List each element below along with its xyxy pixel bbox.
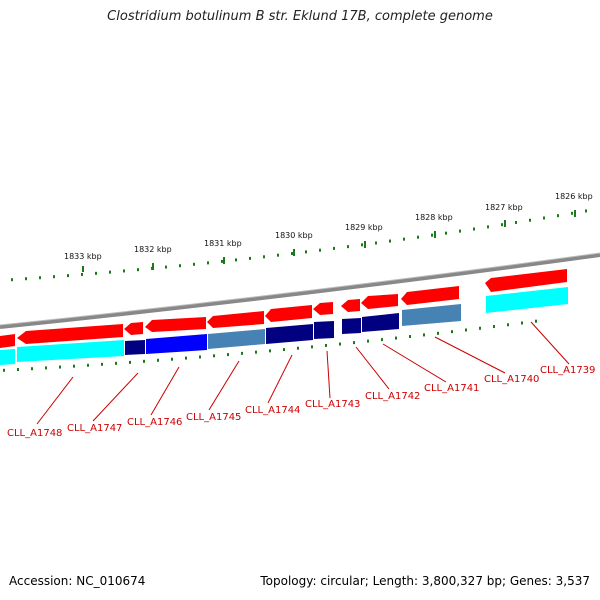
minor-ticks-inner bbox=[3, 319, 537, 372]
gene-cll-a1743[interactable] bbox=[265, 305, 312, 322]
gene-label[interactable]: CLL_A1745 bbox=[186, 412, 241, 423]
accession-text: Accession: NC_010674 bbox=[9, 574, 146, 588]
gene-cll-a1739[interactable] bbox=[485, 269, 567, 292]
scale-tick-1832: 1832 kbp bbox=[134, 245, 172, 270]
scale-tick-1830: 1830 kbp bbox=[275, 231, 313, 256]
gene-label[interactable]: CLL_A1748 bbox=[7, 428, 62, 439]
cds-band bbox=[0, 287, 568, 365]
forward-genes bbox=[0, 269, 567, 348]
topology-summary: Topology: circular; Length: 3,800,327 bp… bbox=[260, 574, 590, 588]
genome-backbone bbox=[0, 253, 600, 329]
minor-ticks-outer bbox=[11, 209, 587, 282]
gene-cll-a1740[interactable] bbox=[361, 294, 398, 309]
label-leaders bbox=[36, 321, 570, 425]
gene-label[interactable]: CLL_A1740 bbox=[484, 374, 539, 385]
gene-label[interactable]: CLL_A1742 bbox=[365, 391, 420, 402]
gene-cll-a1748[interactable] bbox=[0, 334, 15, 348]
scale-tick-1826: 1826 kbp bbox=[555, 192, 593, 217]
map-title: Clostridium botulinum B str. Eklund 17B,… bbox=[107, 9, 493, 24]
scale-tick-1829: 1829 kbp bbox=[345, 223, 383, 248]
gene-label[interactable]: CLL_A1746 bbox=[127, 417, 182, 428]
gene-cll-a1741[interactable] bbox=[341, 299, 360, 312]
gene-label[interactable]: CLL_A1739 bbox=[540, 365, 595, 376]
scale-tick-label: 1832 kbp bbox=[134, 245, 172, 254]
scale-tick-label: 1829 kbp bbox=[345, 223, 383, 232]
scale-tick-1827: 1827 kbp bbox=[485, 203, 523, 227]
gene-cll-a1742[interactable] bbox=[313, 302, 333, 315]
gene-cll-a1746[interactable] bbox=[124, 322, 143, 335]
scale-tick-1828: 1828 kbp bbox=[415, 213, 453, 238]
scale-tick-1831: 1831 kbp bbox=[204, 239, 242, 264]
gene-labels: CLL_A1748 CLL_A1747 CLL_A1746 CLL_A1745 … bbox=[7, 365, 595, 439]
scale-tick-label: 1828 kbp bbox=[415, 213, 453, 222]
scale-tick-label: 1831 kbp bbox=[204, 239, 242, 248]
scale-tick-label: 1827 kbp bbox=[485, 203, 523, 212]
scale-tick-1833: 1833 kbp bbox=[64, 252, 102, 272]
gene-label[interactable]: CLL_A1747 bbox=[67, 423, 122, 434]
scale-tick-label: 1826 kbp bbox=[555, 192, 593, 201]
scale-tick-label: 1830 kbp bbox=[275, 231, 313, 240]
gene-cll-a1747[interactable] bbox=[17, 324, 123, 344]
gene-label[interactable]: CLL_A1741 bbox=[424, 383, 479, 394]
gene-label[interactable]: CLL_A1744 bbox=[245, 405, 300, 416]
scale-tick-label: 1833 kbp bbox=[64, 252, 102, 261]
gene-cll-a1745[interactable] bbox=[145, 317, 206, 332]
gene-label[interactable]: CLL_A1743 bbox=[305, 399, 360, 410]
gene-cll-a1744[interactable] bbox=[207, 311, 264, 328]
gene-cll-a1740b[interactable] bbox=[401, 286, 459, 305]
